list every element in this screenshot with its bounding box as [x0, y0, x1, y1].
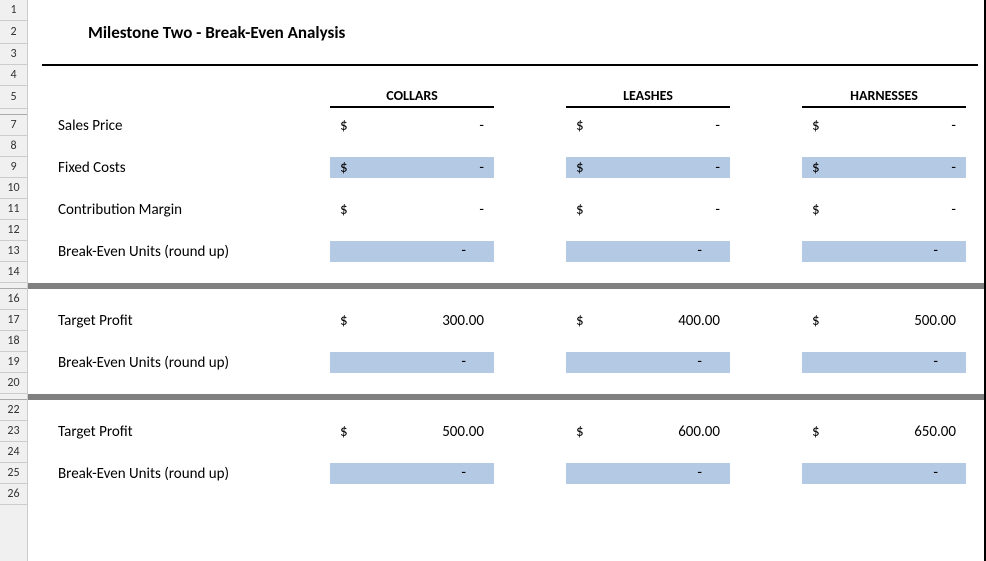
row-blank[interactable]: [28, 0, 984, 21]
row-header[interactable]: 25: [0, 463, 27, 484]
row-contribution-margin[interactable]: Contribution Margin $- $- $-: [28, 199, 984, 220]
row-header[interactable]: 11: [0, 199, 27, 220]
row-header[interactable]: 1: [0, 0, 27, 21]
cell-breakeven2-harnesses[interactable]: -: [802, 352, 966, 373]
cell-target1-collars[interactable]: $300.00: [330, 310, 494, 331]
row-header[interactable]: 19: [0, 352, 27, 373]
row-header[interactable]: 22: [0, 400, 27, 421]
label-breakeven-units: Break-Even Units (round up): [58, 243, 330, 261]
row-header[interactable]: 10: [0, 178, 27, 199]
row-header[interactable]: 3: [0, 44, 27, 65]
cell-breakeven3-leashes[interactable]: -: [566, 463, 730, 484]
column-header-leashes: LEASHES: [566, 87, 730, 108]
row-blank[interactable]: [28, 262, 984, 283]
row-blank[interactable]: [28, 65, 984, 86]
row-header[interactable]: 23: [0, 421, 27, 442]
cell-target2-collars[interactable]: $500.00: [330, 421, 494, 442]
row-header[interactable]: 7: [0, 115, 27, 136]
row-header[interactable]: 14: [0, 262, 27, 283]
cell-target2-leashes[interactable]: $600.00: [566, 421, 730, 442]
row-header[interactable]: 16: [0, 289, 27, 310]
row-blank[interactable]: [28, 484, 984, 505]
row-sales-price[interactable]: Sales Price $- $- $-: [28, 115, 984, 136]
cell-breakeven3-harnesses[interactable]: -: [802, 463, 966, 484]
row-target-profit-1[interactable]: Target Profit $300.00 $400.00 $500.00: [28, 310, 984, 331]
row-blank[interactable]: [28, 289, 984, 310]
row-blank[interactable]: [28, 178, 984, 199]
cell-breakeven1-leashes[interactable]: -: [566, 241, 730, 262]
divider-line: [42, 64, 978, 66]
row-blank[interactable]: [28, 373, 984, 394]
row-header[interactable]: 18: [0, 331, 27, 352]
row-header[interactable]: 8: [0, 136, 27, 157]
row-breakeven-units-2[interactable]: Break-Even Units (round up) - - -: [28, 352, 984, 373]
label-contribution-margin: Contribution Margin: [58, 201, 330, 219]
row-blank[interactable]: [28, 136, 984, 157]
cell-fixed-costs-harnesses[interactable]: $-: [802, 157, 966, 178]
row-breakeven-units-1[interactable]: Break-Even Units (round up) - - -: [28, 241, 984, 262]
row-target-profit-2[interactable]: Target Profit $500.00 $600.00 $650.00: [28, 421, 984, 442]
label-breakeven-units: Break-Even Units (round up): [58, 465, 330, 483]
row-header[interactable]: 13: [0, 241, 27, 262]
sheet-content[interactable]: Milestone Two - Break-Even Analysis COLL…: [28, 0, 986, 561]
row-header[interactable]: 5: [0, 86, 27, 109]
row-header[interactable]: 20: [0, 373, 27, 394]
row-blank[interactable]: [28, 44, 984, 65]
row-headers: 1 2 3 4 5 7 8 9 10 11 12 13 14 16 17 18 …: [0, 0, 28, 561]
row-column-headers[interactable]: COLLARS LEASHES HARNESSES: [28, 86, 984, 109]
row-header[interactable]: 2: [0, 21, 27, 44]
cell-breakeven1-harnesses[interactable]: -: [802, 241, 966, 262]
row-header[interactable]: 26: [0, 484, 27, 505]
cell-contribution-leashes[interactable]: $-: [566, 199, 730, 220]
row-header[interactable]: 12: [0, 220, 27, 241]
row-blank[interactable]: [28, 331, 984, 352]
cell-target1-harnesses[interactable]: $500.00: [802, 310, 966, 331]
cell-target1-leashes[interactable]: $400.00: [566, 310, 730, 331]
label-breakeven-units: Break-Even Units (round up): [58, 354, 330, 372]
spreadsheet: 1 2 3 4 5 7 8 9 10 11 12 13 14 16 17 18 …: [0, 0, 986, 561]
cell-breakeven2-collars[interactable]: -: [330, 352, 494, 373]
cell-breakeven1-collars[interactable]: -: [330, 241, 494, 262]
cell-breakeven2-leashes[interactable]: -: [566, 352, 730, 373]
cell-contribution-harnesses[interactable]: $-: [802, 199, 966, 220]
cell-breakeven3-collars[interactable]: -: [330, 463, 494, 484]
row-fixed-costs[interactable]: Fixed Costs $- $- $-: [28, 157, 984, 178]
row-title[interactable]: Milestone Two - Break-Even Analysis: [28, 21, 984, 44]
row-header[interactable]: 4: [0, 65, 27, 86]
cell-target2-harnesses[interactable]: $650.00: [802, 421, 966, 442]
label-target-profit: Target Profit: [58, 423, 330, 441]
label-target-profit: Target Profit: [58, 312, 330, 330]
cell-sales-price-harnesses[interactable]: $-: [802, 115, 966, 136]
cell-fixed-costs-leashes[interactable]: $-: [566, 157, 730, 178]
label-fixed-costs: Fixed Costs: [58, 159, 330, 177]
row-header[interactable]: 9: [0, 157, 27, 178]
row-breakeven-units-3[interactable]: Break-Even Units (round up) - - -: [28, 463, 984, 484]
row-header[interactable]: 17: [0, 310, 27, 331]
column-header-harnesses: HARNESSES: [802, 87, 966, 108]
page-title: Milestone Two - Break-Even Analysis: [58, 22, 345, 43]
row-header[interactable]: 24: [0, 442, 27, 463]
row-blank[interactable]: [28, 442, 984, 463]
row-blank[interactable]: [28, 220, 984, 241]
cell-sales-price-leashes[interactable]: $-: [566, 115, 730, 136]
column-header-collars: COLLARS: [330, 87, 494, 108]
row-blank[interactable]: [28, 400, 984, 421]
cell-fixed-costs-collars[interactable]: $-: [330, 157, 494, 178]
cell-sales-price-collars[interactable]: $-: [330, 115, 494, 136]
cell-contribution-collars[interactable]: $-: [330, 199, 494, 220]
label-sales-price: Sales Price: [58, 117, 330, 135]
